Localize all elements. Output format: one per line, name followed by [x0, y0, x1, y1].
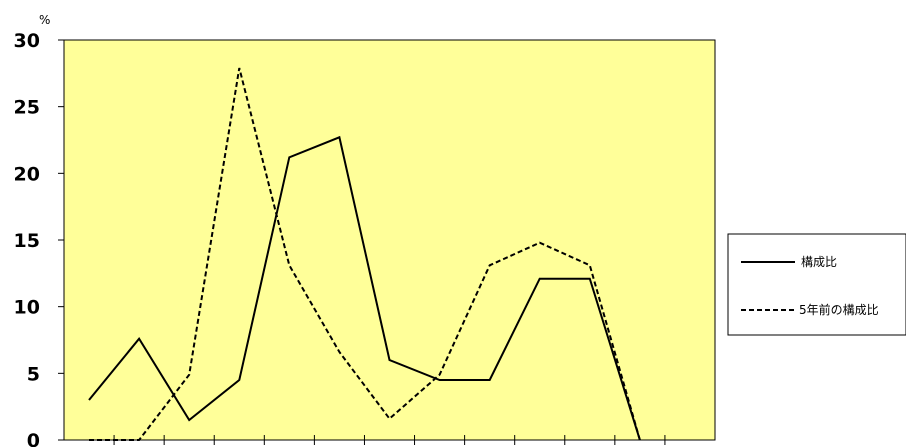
- series-line-1: [88, 135, 641, 441]
- y-unit-label: %: [39, 13, 50, 27]
- y-axis-ticks: 0 5 10 15 20 25 30: [14, 30, 64, 447]
- y-tick-label: 0: [27, 430, 40, 447]
- y-tick-label: 10: [14, 297, 40, 319]
- y-tick-label: 15: [14, 230, 40, 252]
- y-tick-label: 25: [14, 97, 40, 119]
- legend: 構成比 5年前の構成比: [727, 233, 906, 336]
- series-line-2: [89, 67, 641, 441]
- series-group: [88, 67, 641, 441]
- legend-label-series-2: 5年前の構成比: [799, 302, 879, 317]
- y-tick-label: 20: [14, 163, 40, 185]
- x-axis-ticks: [113, 435, 666, 445]
- plot-area: [63, 39, 716, 441]
- legend-box: [727, 233, 906, 336]
- y-tick-label: 30: [14, 30, 40, 52]
- y-tick-label: 5: [27, 363, 40, 385]
- legend-label-series-1: 構成比: [801, 255, 837, 269]
